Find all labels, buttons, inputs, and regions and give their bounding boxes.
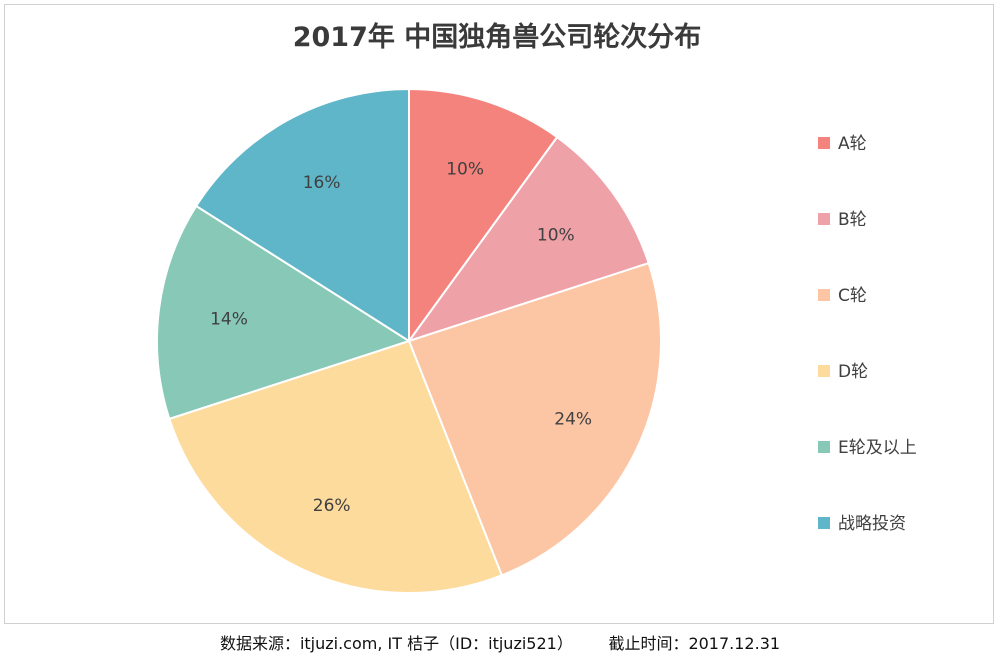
slice-data-label: 10% xyxy=(446,159,484,179)
legend-label: D轮 xyxy=(838,362,868,382)
pie-slice xyxy=(407,261,663,577)
legend-swatch xyxy=(818,441,830,453)
pie-slice xyxy=(408,87,559,345)
legend-label: E轮及以上 xyxy=(838,438,917,458)
source-text: 数据来源：itjuzi.com, IT 桔子（ID：itjuzi521） xyxy=(219,634,573,653)
legend-label: 战略投资 xyxy=(838,514,906,534)
legend-swatch xyxy=(818,137,830,149)
legend-swatch xyxy=(818,517,830,529)
slice-data-label: 10% xyxy=(537,225,575,245)
pie-slices xyxy=(155,87,663,594)
pie-slice xyxy=(406,135,650,343)
pie-slice-labels: 10% 10% 24% 26% 14% 16% xyxy=(210,159,592,516)
legend-label: A轮 xyxy=(838,134,867,154)
cutoff-date: 截止时间：2017.12.31 xyxy=(608,634,781,653)
slice-data-label: 16% xyxy=(303,173,341,193)
slice-data-label: 24% xyxy=(554,409,592,429)
pie-slice xyxy=(168,339,504,594)
chart-frame xyxy=(4,4,994,624)
legend-swatch xyxy=(818,213,830,225)
legend-label: C轮 xyxy=(838,286,867,306)
pie-slice xyxy=(194,87,410,343)
legend-label: B轮 xyxy=(838,210,867,230)
legend-swatch xyxy=(818,289,830,301)
chart-title: 2017年 中国独角兽公司轮次分布 xyxy=(293,21,702,53)
slice-data-label: 14% xyxy=(210,309,248,329)
pie-slice xyxy=(155,204,412,421)
source-note: 数据来源：itjuzi.com, IT 桔子（ID：itjuzi521） 截止时… xyxy=(0,630,1000,654)
legend-swatch xyxy=(818,365,830,377)
slice-data-label: 26% xyxy=(313,496,351,516)
